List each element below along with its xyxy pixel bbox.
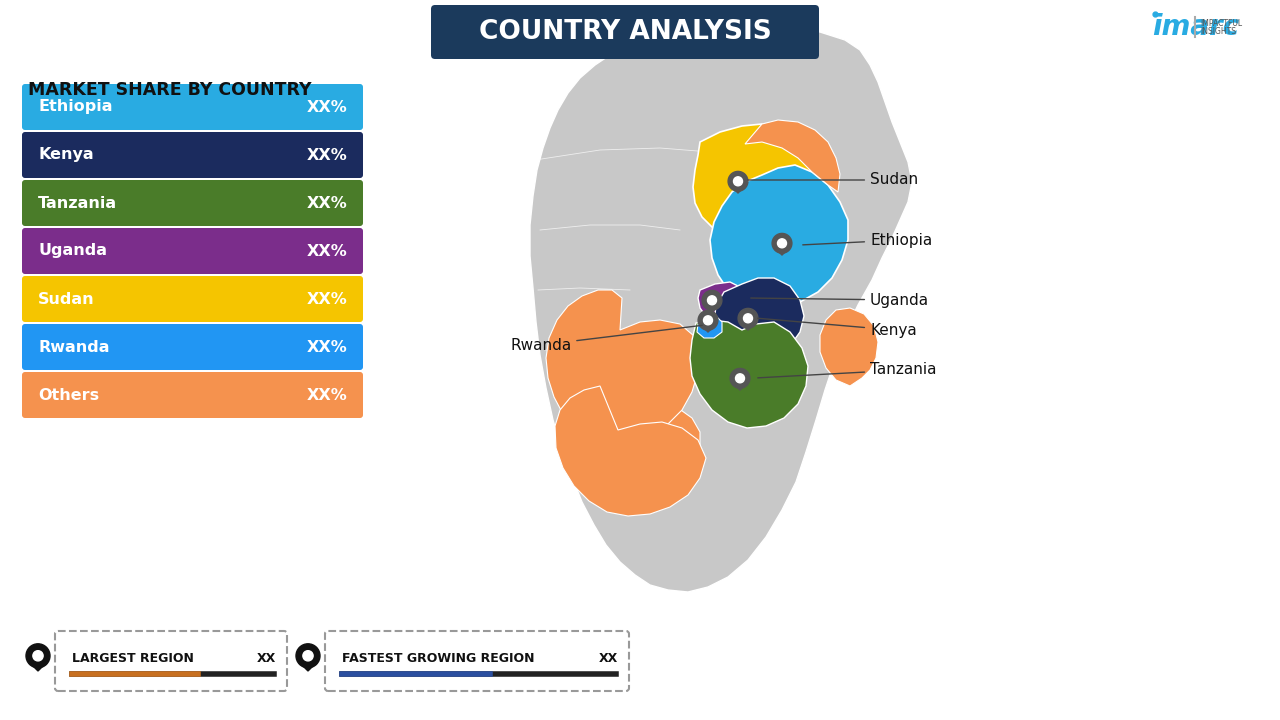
Circle shape xyxy=(33,651,44,661)
Polygon shape xyxy=(710,165,849,308)
Text: XX%: XX% xyxy=(306,243,347,258)
Circle shape xyxy=(744,314,753,323)
Text: XX: XX xyxy=(257,652,276,665)
Text: Sudan: Sudan xyxy=(748,173,918,187)
Text: Kenya: Kenya xyxy=(758,318,916,338)
Polygon shape xyxy=(690,320,808,428)
Text: FASTEST GROWING REGION: FASTEST GROWING REGION xyxy=(342,652,535,665)
Polygon shape xyxy=(698,316,722,338)
Circle shape xyxy=(736,374,745,383)
FancyBboxPatch shape xyxy=(22,276,364,322)
FancyBboxPatch shape xyxy=(22,132,364,178)
Polygon shape xyxy=(692,124,812,238)
Text: Ethiopia: Ethiopia xyxy=(803,233,932,248)
Circle shape xyxy=(772,233,792,253)
Circle shape xyxy=(728,171,748,192)
Polygon shape xyxy=(530,22,911,592)
Polygon shape xyxy=(547,290,700,442)
Circle shape xyxy=(739,308,758,328)
Polygon shape xyxy=(776,248,788,255)
Text: COUNTRY ANALYSIS: COUNTRY ANALYSIS xyxy=(479,19,772,45)
Circle shape xyxy=(26,644,50,668)
Polygon shape xyxy=(556,386,707,516)
Text: Uganda: Uganda xyxy=(751,292,929,307)
Polygon shape xyxy=(741,324,755,330)
Text: XX%: XX% xyxy=(306,196,347,210)
Text: Tanzania: Tanzania xyxy=(758,362,937,378)
Text: Uganda: Uganda xyxy=(38,243,108,258)
Polygon shape xyxy=(745,120,840,192)
Text: Rwanda: Rwanda xyxy=(38,340,110,354)
FancyBboxPatch shape xyxy=(55,631,287,691)
Polygon shape xyxy=(698,282,748,323)
Circle shape xyxy=(777,239,786,248)
Text: XX%: XX% xyxy=(306,99,347,114)
Circle shape xyxy=(733,177,742,186)
Polygon shape xyxy=(29,663,46,671)
Polygon shape xyxy=(714,278,804,360)
Text: MARKET SHARE BY COUNTRY: MARKET SHARE BY COUNTRY xyxy=(28,81,311,99)
Circle shape xyxy=(698,310,718,330)
Text: Sudan: Sudan xyxy=(38,292,95,307)
Circle shape xyxy=(303,651,314,661)
Polygon shape xyxy=(731,186,745,193)
Text: Tanzania: Tanzania xyxy=(38,196,118,210)
FancyBboxPatch shape xyxy=(325,631,628,691)
FancyBboxPatch shape xyxy=(22,180,364,226)
Text: XX%: XX% xyxy=(306,387,347,402)
Circle shape xyxy=(703,290,722,310)
Text: Rwanda: Rwanda xyxy=(509,325,703,353)
Text: Others: Others xyxy=(38,387,99,402)
FancyBboxPatch shape xyxy=(22,324,364,370)
Circle shape xyxy=(730,369,750,388)
Polygon shape xyxy=(820,308,878,386)
Text: XX%: XX% xyxy=(306,340,347,354)
Polygon shape xyxy=(701,325,714,332)
FancyBboxPatch shape xyxy=(22,84,364,130)
Text: LARGEST REGION: LARGEST REGION xyxy=(72,652,193,665)
FancyBboxPatch shape xyxy=(22,372,364,418)
Circle shape xyxy=(708,296,717,305)
Circle shape xyxy=(296,644,320,668)
Polygon shape xyxy=(300,663,316,671)
Text: XX%: XX% xyxy=(306,148,347,163)
Polygon shape xyxy=(705,306,719,312)
Text: Ethiopia: Ethiopia xyxy=(38,99,113,114)
Text: IMPACTFUL: IMPACTFUL xyxy=(1201,19,1242,29)
FancyBboxPatch shape xyxy=(22,228,364,274)
Text: INSIGHTS: INSIGHTS xyxy=(1201,27,1236,37)
Polygon shape xyxy=(558,390,700,508)
Text: imarc: imarc xyxy=(1152,13,1239,41)
Text: XX: XX xyxy=(599,652,618,665)
Circle shape xyxy=(704,316,713,325)
FancyBboxPatch shape xyxy=(431,5,819,59)
Polygon shape xyxy=(733,384,746,390)
Text: Kenya: Kenya xyxy=(38,148,93,163)
Text: XX%: XX% xyxy=(306,292,347,307)
